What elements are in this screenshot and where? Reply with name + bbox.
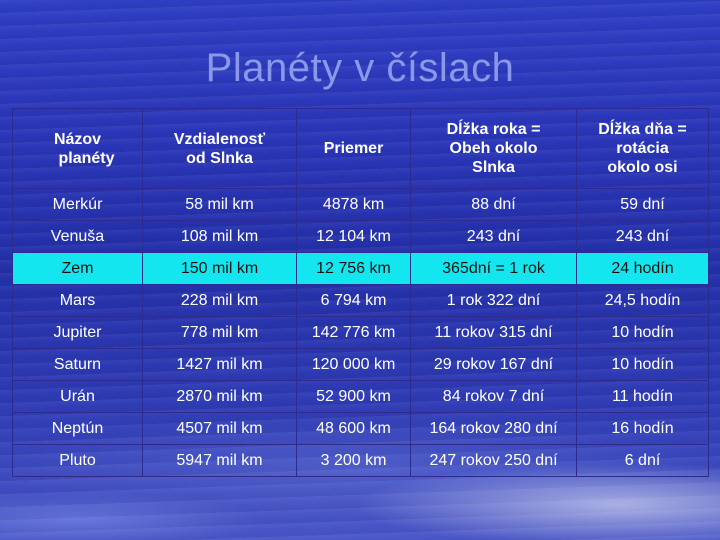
table-row: Urán 2870 mil km 52 900 km 84 rokov 7 dní 11… bbox=[12, 380, 709, 413]
year-length-cell: 84 rokov 7 dní bbox=[410, 380, 577, 413]
day-length-cell: 24 hodín bbox=[576, 252, 709, 285]
year-length-cell: 88 dní bbox=[410, 188, 577, 221]
distance-cell: 1427 mil km bbox=[142, 348, 297, 381]
year-length-cell: 1 rok 322 dní bbox=[410, 284, 577, 317]
planet-name-cell: Zem bbox=[12, 252, 143, 285]
planet-name-cell: Pluto bbox=[12, 444, 143, 477]
distance-cell: 4507 mil km bbox=[142, 412, 297, 445]
header-planet-name: Názov planéty bbox=[12, 108, 143, 189]
distance-cell: 58 mil km bbox=[142, 188, 297, 221]
day-length-cell: 24,5 hodín bbox=[576, 284, 709, 317]
table-row: Pluto 5947 mil km 3 200 km 247 rokov 250 dn… bbox=[12, 444, 709, 477]
header-line: Názov bbox=[53, 130, 102, 148]
header-line: Priemer bbox=[323, 140, 384, 157]
distance-cell: 150 mil km bbox=[142, 252, 297, 285]
distance-cell: 5947 mil km bbox=[142, 444, 297, 477]
day-length-cell: 10 hodín bbox=[576, 348, 709, 381]
diameter-cell: 52 900 km bbox=[296, 380, 411, 413]
header-line: Dĺžka roka = bbox=[446, 121, 541, 138]
diameter-cell: 3 200 km bbox=[296, 444, 411, 477]
diameter-cell: 142 776 km bbox=[296, 316, 411, 349]
header-day-length: Dĺžka dňa = rotácia okolo osi bbox=[576, 108, 709, 189]
table-row: Zem 150 mil km 12 756 km 365dní = 1 rok 24 h… bbox=[12, 252, 709, 285]
header-line: od Slnka bbox=[186, 149, 253, 167]
diameter-cell: 12 104 km bbox=[296, 220, 411, 253]
table-row: Mars 228 mil km 6 794 km 1 rok 322 dní 24,5 … bbox=[12, 284, 709, 317]
year-length-cell: 11 rokov 315 dní bbox=[410, 316, 577, 349]
year-length-cell: 164 rokov 280 dní bbox=[410, 412, 577, 445]
day-length-cell: 243 dní bbox=[576, 220, 709, 253]
planet-name-cell: Neptún bbox=[12, 412, 143, 445]
day-length-cell: 6 dní bbox=[576, 444, 709, 477]
year-length-cell: 29 rokov 167 dní bbox=[410, 348, 577, 381]
diameter-cell: 6 794 km bbox=[296, 284, 411, 317]
header-line: Obeh okolo bbox=[449, 140, 538, 157]
slide-title: Planéty v číslach bbox=[205, 46, 515, 90]
day-length-cell: 10 hodín bbox=[576, 316, 709, 349]
table-row: Jupiter 778 mil km 142 776 km 11 rokov 315 … bbox=[12, 316, 709, 349]
table-row: Merkúr 58 mil km 4878 km 88 dní 59 dní bbox=[12, 188, 709, 221]
table-row: Saturn 1427 mil km 120 000 km 29 rokov 167 … bbox=[12, 348, 709, 381]
header-line: rotácia bbox=[616, 140, 669, 157]
planet-name-cell: Saturn bbox=[12, 348, 143, 381]
year-length-cell: 365dní = 1 rok bbox=[410, 252, 577, 285]
distance-cell: 108 mil km bbox=[142, 220, 297, 253]
day-length-cell: 59 dní bbox=[576, 188, 709, 221]
planet-name-cell: Jupiter bbox=[12, 316, 143, 349]
planet-name-cell: Mars bbox=[12, 284, 143, 317]
header-line: okolo osi bbox=[607, 159, 678, 176]
diameter-cell: 4878 km bbox=[296, 188, 411, 221]
header-distance: Vzdialenosť od Slnka bbox=[142, 108, 297, 189]
header-line: Slnka bbox=[472, 159, 515, 176]
planet-name-cell: Venuša bbox=[12, 220, 143, 253]
header-line: Dĺžka dňa = bbox=[598, 121, 687, 138]
distance-cell: 778 mil km bbox=[142, 316, 297, 349]
header-line: Vzdialenosť bbox=[173, 130, 266, 148]
header-diameter: Priemer bbox=[296, 108, 411, 189]
planet-name-cell: Merkúr bbox=[12, 188, 143, 221]
header-year-length: Dĺžka roka = Obeh okolo Slnka bbox=[410, 108, 577, 189]
diameter-cell: 120 000 km bbox=[296, 348, 411, 381]
day-length-cell: 11 hodín bbox=[576, 380, 709, 413]
table-row: Venuša 108 mil km 12 104 km 243 dní 243 dní bbox=[12, 220, 709, 253]
day-length-cell: 16 hodín bbox=[576, 412, 709, 445]
diameter-cell: 12 756 km bbox=[296, 252, 411, 285]
header-line: planéty bbox=[58, 149, 115, 167]
diameter-cell: 48 600 km bbox=[296, 412, 411, 445]
table-header-row: Názov planéty Vzdialenosť od Slnka Priem… bbox=[12, 108, 709, 189]
year-length-cell: 247 rokov 250 dní bbox=[410, 444, 577, 477]
planet-name-cell: Urán bbox=[12, 380, 143, 413]
table-row: Neptún 4507 mil km 48 600 km 164 rokov 280 … bbox=[12, 412, 709, 445]
planets-table: Názov planéty Vzdialenosť od Slnka Priem… bbox=[12, 108, 709, 477]
year-length-cell: 243 dní bbox=[410, 220, 577, 253]
distance-cell: 2870 mil km bbox=[142, 380, 297, 413]
distance-cell: 228 mil km bbox=[142, 284, 297, 317]
